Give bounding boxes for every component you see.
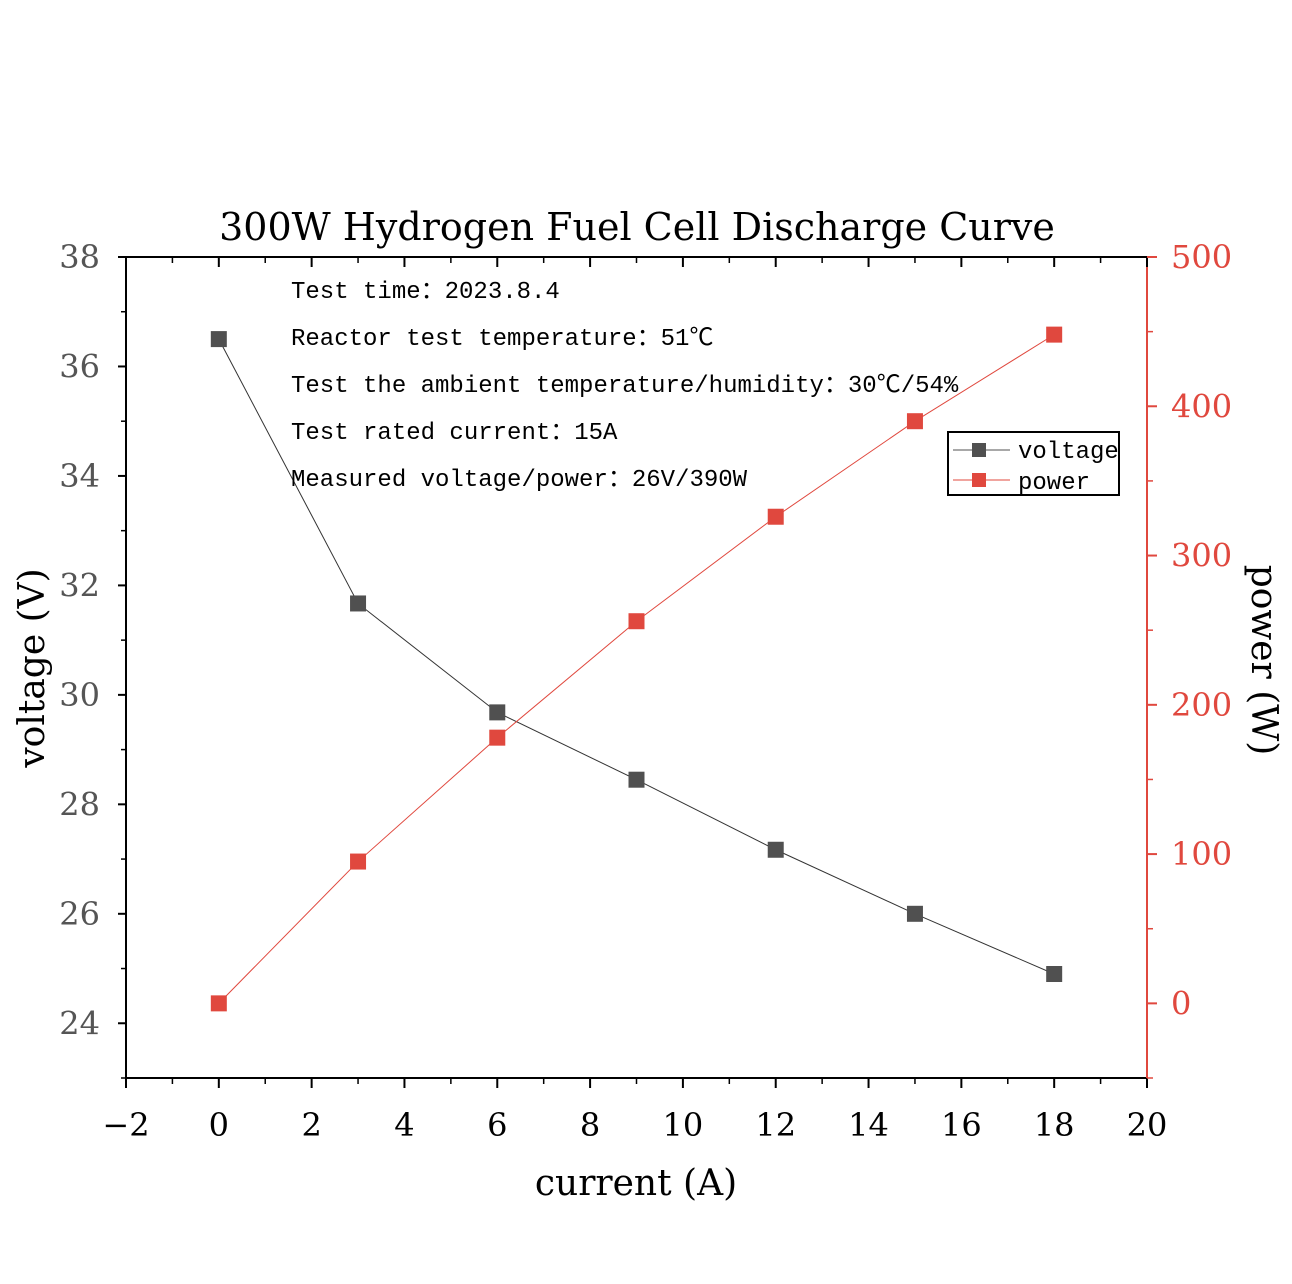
data-point-voltage	[1046, 966, 1063, 983]
x-tick-label: 6	[487, 1106, 507, 1144]
legend-power-marker	[972, 473, 986, 487]
legend-voltage-label: voltage	[1018, 439, 1119, 466]
annotation-measured: Measured voltage/power：26V/390W	[291, 467, 748, 494]
data-point-power	[1046, 326, 1063, 343]
x-tick-label: −2	[102, 1106, 149, 1144]
y-right-tick-label: 100	[1171, 835, 1232, 873]
chart-title: 300W Hydrogen Fuel Cell Discharge Curve	[219, 205, 1055, 249]
x-tick-label: 10	[663, 1106, 704, 1144]
data-point-voltage	[906, 905, 923, 922]
y-left-tick-label: 26	[59, 895, 100, 933]
legend: voltage power	[947, 431, 1120, 497]
data-point-power	[350, 853, 367, 870]
annotation-test-time: Test time：2023.8.4	[291, 279, 560, 306]
series-markers	[210, 326, 1063, 1012]
legend-voltage-marker	[972, 443, 986, 457]
y-left-tick-label: 34	[59, 457, 100, 495]
data-point-power	[906, 413, 923, 430]
data-point-power	[210, 995, 227, 1012]
y-left-tick-label: 38	[59, 238, 100, 276]
y-axis-label-left: voltage (V)	[12, 568, 53, 768]
y-right-tick-label: 200	[1171, 686, 1232, 724]
x-tick-label: 14	[848, 1106, 889, 1144]
x-tick-label: 20	[1127, 1106, 1168, 1144]
y-right-tick-label: 300	[1171, 537, 1232, 575]
x-tick-label: 0	[209, 1106, 229, 1144]
data-point-voltage	[628, 771, 645, 788]
x-tick-label: 4	[394, 1106, 414, 1144]
data-point-voltage	[350, 595, 367, 612]
data-point-power	[489, 729, 506, 746]
y-left-tick-label: 30	[59, 676, 100, 714]
y-left-tick-label: 24	[59, 1004, 100, 1042]
axes-group: −2 0 2 4 6 8 10 12 14 16 18 20242628303234363801002…	[59, 238, 1232, 1144]
data-point-voltage	[767, 841, 784, 858]
annotation-ambient: Test the ambient temperature/humidity：30…	[291, 373, 959, 400]
x-tick-label: 16	[941, 1106, 982, 1144]
data-point-voltage	[210, 331, 227, 348]
data-point-voltage	[489, 704, 506, 721]
annotation-reactor-temperature: Reactor test temperature：51℃	[291, 326, 713, 353]
y-left-tick-label: 28	[59, 785, 100, 823]
x-tick-label: 2	[301, 1106, 321, 1144]
y-right-tick-label: 400	[1171, 387, 1232, 425]
y-axis-label-right: power (W)	[1243, 565, 1284, 756]
data-point-power	[767, 508, 784, 525]
y-left-tick-label: 36	[59, 347, 100, 385]
y-left-tick-label: 32	[59, 566, 100, 604]
y-right-tick-label: 500	[1171, 238, 1232, 276]
annotation-block: Test time：2023.8.4 Reactor test temperat…	[291, 279, 959, 494]
x-axis-label: current (A)	[535, 1163, 737, 1204]
x-tick-label: 18	[1034, 1106, 1075, 1144]
x-tick-label: 12	[755, 1106, 796, 1144]
legend-power-label: power	[1018, 470, 1090, 497]
y-right-tick-label: 0	[1171, 984, 1191, 1022]
x-tick-label: 8	[580, 1106, 600, 1144]
data-point-power	[628, 613, 645, 630]
annotation-rated-current: Test rated current：15A	[291, 420, 618, 447]
